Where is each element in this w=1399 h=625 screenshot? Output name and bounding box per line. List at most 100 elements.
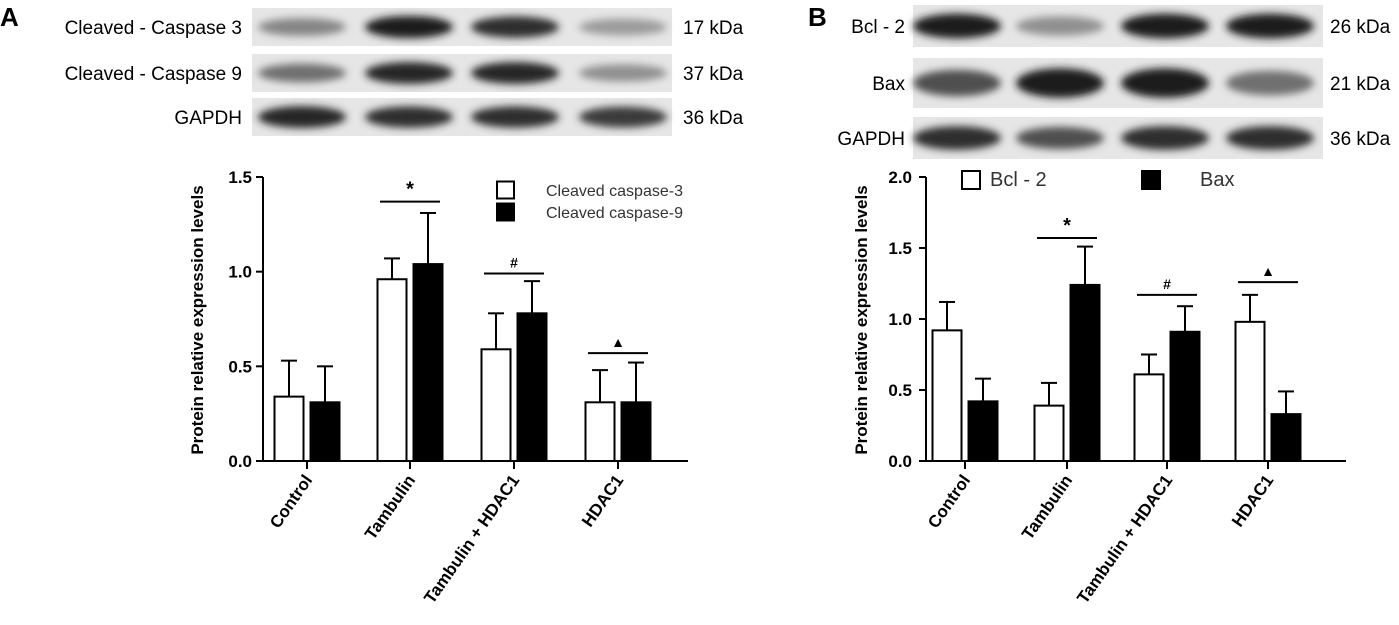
- blot-band: [365, 62, 453, 84]
- legend-swatch: [496, 180, 515, 200]
- legend-swatch: [1141, 170, 1161, 190]
- blot-kda: 36 kDa: [683, 108, 744, 129]
- blot-band: [913, 13, 1001, 39]
- blot-band: [1016, 16, 1104, 36]
- legend-swatch: [961, 170, 981, 190]
- y-tick-label: 0.5: [228, 357, 252, 376]
- bar: [1234, 320, 1266, 462]
- y-tick-label: 1.5: [228, 168, 252, 187]
- bar: [480, 348, 512, 462]
- bar-chart: 0.0 0.5 1.0 1.5 2.0 Protein relative expressi…: [852, 168, 1346, 607]
- blot-kda: 26 kDa: [1330, 17, 1391, 38]
- blot-band: [913, 126, 1001, 150]
- legend-label: Bcl - 2: [990, 169, 1047, 191]
- blot-band: [258, 18, 346, 36]
- blot-row: GAPDH 36 kDa: [174, 98, 744, 136]
- x-tick-label: Control: [924, 471, 974, 531]
- bar: [1133, 373, 1165, 463]
- bar: [516, 312, 548, 462]
- y-axis-label: Protein relative expression levels: [188, 185, 207, 454]
- y-tick-label: 0.0: [228, 452, 252, 471]
- x-tick-label: Tambulin: [1018, 471, 1076, 543]
- x-tick-label: Tambulin + HDAC1: [1073, 471, 1176, 607]
- blot-band: [579, 64, 667, 82]
- legend-label: Cleaved caspase-3: [546, 183, 683, 200]
- blot-row: Bcl - 2 26 kDa: [851, 5, 1391, 47]
- blot-band: [471, 62, 559, 84]
- y-tick-label: 1.5: [888, 239, 912, 258]
- blot-band: [365, 15, 453, 39]
- significance-marker: *: [1063, 215, 1071, 237]
- legend: Cleaved caspase-3 Cleaved caspase-9: [496, 180, 683, 222]
- significance-marker: #: [1163, 276, 1171, 292]
- blot-row: Bax 21 kDa: [872, 58, 1391, 108]
- bar: [273, 395, 305, 463]
- blot-kda: 37 kDa: [683, 64, 744, 85]
- bar: [1069, 283, 1101, 463]
- blot-band: [471, 106, 559, 128]
- y-tick-label: 1.0: [228, 263, 252, 282]
- legend: Bcl - 2 Bax: [961, 169, 1234, 191]
- x-tick-label: Tambulin: [361, 471, 419, 543]
- x-tick-label: HDAC1: [578, 471, 627, 530]
- blot-band: [1226, 126, 1314, 150]
- blot-band: [1121, 68, 1209, 98]
- blot-row: GAPDH 36 kDa: [837, 117, 1391, 159]
- y-axis-label: Protein relative expression levels: [852, 185, 871, 454]
- significance-marker: *: [406, 179, 414, 201]
- bar: [1270, 413, 1302, 463]
- blot-label: Bcl - 2: [851, 17, 905, 38]
- blot-band: [1226, 70, 1314, 96]
- blot-label: Cleaved - Caspase 3: [65, 18, 242, 39]
- blot-band: [365, 106, 453, 128]
- blot-band: [258, 63, 346, 83]
- blot-label: GAPDH: [837, 129, 905, 150]
- legend-label: Cleaved caspase-9: [546, 205, 683, 222]
- legend-label: Bax: [1200, 169, 1234, 191]
- bar: [584, 401, 616, 463]
- blot-band: [1121, 13, 1209, 39]
- blot-band: [1016, 68, 1104, 98]
- bar: [1169, 330, 1201, 462]
- bar: [931, 329, 963, 462]
- blot-band: [1226, 13, 1314, 39]
- x-tick-label: HDAC1: [1228, 471, 1277, 530]
- bar: [967, 400, 999, 462]
- bar: [412, 263, 444, 462]
- y-tick-label: 2.0: [888, 168, 912, 187]
- bar: [376, 278, 408, 462]
- blot-label: Bax: [872, 74, 905, 95]
- blot-label: Cleaved - Caspase 9: [65, 64, 242, 85]
- significance-marker: #: [510, 255, 518, 271]
- panel-b: B Bcl - 2 26 kDa Bax 21 kDa GAPDH 36 kDa 0.0 0.5…: [808, 2, 1391, 607]
- blot-band: [913, 69, 1001, 97]
- blot-band: [258, 106, 346, 128]
- blot-row: Cleaved - Caspase 9 37 kDa: [65, 54, 744, 92]
- y-tick-label: 0.0: [888, 452, 912, 471]
- blot-band: [579, 106, 667, 128]
- y-tick-label: 1.0: [888, 310, 912, 329]
- significance-marker: ▲: [1261, 263, 1275, 279]
- blot-row: Cleaved - Caspase 3 17 kDa: [65, 8, 744, 46]
- y-tick-label: 0.5: [888, 381, 912, 400]
- blot-band: [1016, 126, 1104, 150]
- blot-kda: 21 kDa: [1330, 74, 1391, 95]
- x-tick-label: Control: [266, 471, 316, 531]
- blot-band: [1121, 126, 1209, 150]
- blot-label: GAPDH: [174, 108, 242, 129]
- blot-kda: 17 kDa: [683, 18, 744, 39]
- bar: [1033, 404, 1065, 462]
- legend-swatch: [496, 202, 515, 222]
- blot-band: [471, 16, 559, 38]
- panel-letter: B: [808, 2, 827, 32]
- panel-letter: A: [0, 2, 19, 32]
- bar: [309, 401, 341, 463]
- bar-chart: 0.0 0.5 1.0 1.5 Protein relative expression …: [188, 168, 688, 607]
- blot-band: [579, 18, 667, 36]
- blot-kda: 36 kDa: [1330, 129, 1391, 150]
- bar: [620, 401, 652, 463]
- significance-marker: ▲: [611, 334, 625, 350]
- x-tick-label: Tambulin + HDAC1: [420, 471, 523, 607]
